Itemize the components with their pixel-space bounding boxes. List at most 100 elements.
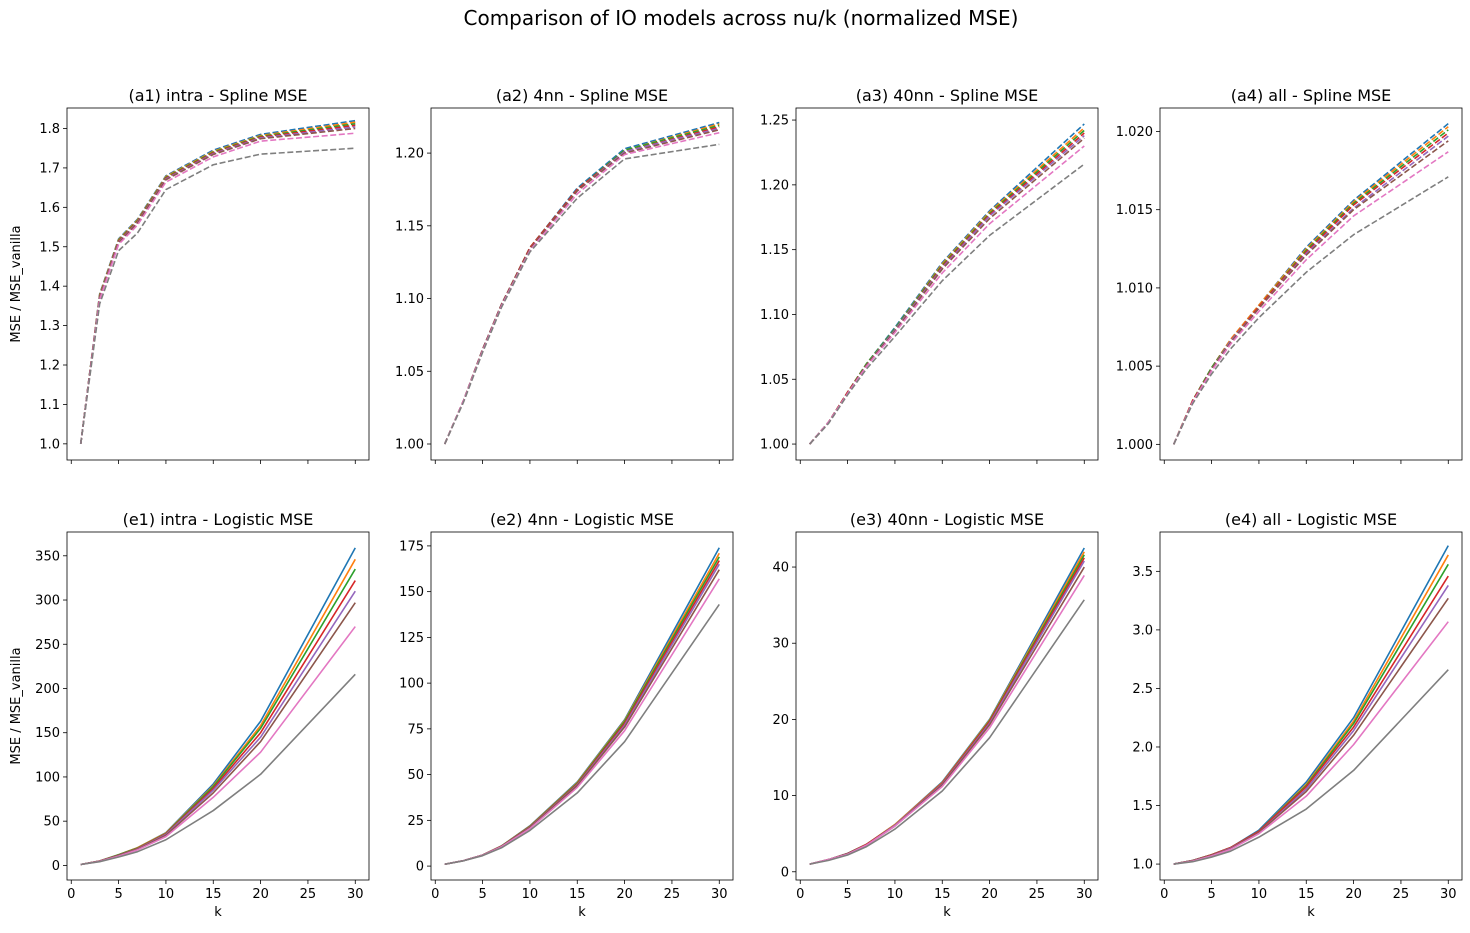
subplot-title: (e1) intra - Logistic MSE <box>123 510 314 529</box>
x-tick-label: 5 <box>114 887 122 902</box>
x-tick-label: 30 <box>711 887 728 902</box>
x-tick-label: 20 <box>252 887 269 902</box>
y-tick-label: 30 <box>772 637 789 652</box>
series-line-s7 <box>809 145 1085 445</box>
x-tick-label: 30 <box>1440 887 1457 902</box>
series-line-s6 <box>1173 597 1449 865</box>
subplot-title: (e2) 4nn - Logistic MSE <box>490 510 674 529</box>
y-tick-label: 20 <box>772 713 789 728</box>
series-group <box>80 547 356 866</box>
axes-frame <box>795 107 1099 461</box>
subplot-title: (e4) all - Logistic MSE <box>1225 510 1397 529</box>
x-tick-label: 15 <box>934 887 951 902</box>
series-line-s1 <box>809 547 1085 865</box>
x-axis-label: k <box>943 905 951 920</box>
y-tick-label: 1.010 <box>1116 281 1153 296</box>
x-tick-label: 30 <box>347 887 364 902</box>
x-tick-label: 25 <box>300 887 317 902</box>
series-line-s1 <box>444 547 720 866</box>
series-line-s3 <box>444 556 720 866</box>
y-tick-label: 1.15 <box>760 243 789 258</box>
series-line-s5 <box>1172 135 1449 445</box>
y-tick-label: 1.05 <box>395 365 424 380</box>
x-tick-label: 0 <box>67 887 75 902</box>
y-tick-label: 2.5 <box>1132 682 1153 697</box>
y-tick-label: 1.0 <box>1132 858 1153 873</box>
series-line-s2 <box>80 558 356 866</box>
series-line-s2 <box>79 121 356 444</box>
y-axis-label: MSE / MSE_vanilla <box>9 647 24 764</box>
y-tick-label: 10 <box>772 789 789 804</box>
series-group <box>809 547 1085 865</box>
y-tick-label: 175 <box>399 539 424 554</box>
series-line-s4 <box>444 560 720 866</box>
subplot-title: (a2) 4nn - Spline MSE <box>496 86 668 105</box>
series-group <box>79 119 356 444</box>
x-tick-label: 30 <box>1076 887 1093 902</box>
axes-frame <box>1159 531 1463 881</box>
series-line-s5 <box>809 560 1085 865</box>
axes-frame <box>66 107 370 461</box>
y-tick-label: 200 <box>35 682 60 697</box>
y-tick-label: 2.0 <box>1132 740 1153 755</box>
series-line-s2 <box>809 127 1085 445</box>
x-tick-label: 0 <box>796 887 804 902</box>
series-line-s2 <box>809 551 1085 865</box>
y-tick-label: 100 <box>35 770 60 785</box>
series-group <box>443 121 720 445</box>
series-line-s8 <box>79 147 356 444</box>
subplot-8: 0 5 10 15 20 25 30 1.0 1.5 2.0 2.5 3.0 3.5 (e4) all -… <box>1132 510 1463 920</box>
series-line-s3 <box>1172 129 1449 445</box>
series-line-s2 <box>443 123 720 445</box>
series-line-s4 <box>79 124 356 444</box>
y-axis-label: MSE / MSE_vanilla <box>9 225 24 342</box>
x-axis-label: k <box>1307 905 1315 920</box>
subplot-title: (a3) 40nn - Spline MSE <box>856 86 1038 105</box>
y-tick-label: 250 <box>35 638 60 653</box>
series-line-s4 <box>443 126 720 445</box>
axes-frame <box>430 531 734 881</box>
y-tick-label: 150 <box>35 726 60 741</box>
axes-frame <box>66 531 370 881</box>
y-tick-label: 1.000 <box>1116 438 1153 453</box>
series-line-s6 <box>443 129 720 445</box>
y-tick-label: 1.5 <box>1132 799 1153 814</box>
series-line-s8 <box>1173 669 1449 865</box>
series-line-s8 <box>809 599 1085 865</box>
x-tick-label: 20 <box>981 887 998 902</box>
y-tick-label: 1.020 <box>1116 125 1153 140</box>
y-tick-label: 3.0 <box>1132 623 1153 638</box>
y-tick-label: 1.005 <box>1116 360 1153 375</box>
y-tick-label: 1.20 <box>395 147 424 162</box>
series-line-s8 <box>809 163 1085 445</box>
y-tick-label: 1.8 <box>39 122 60 137</box>
series-line-s7 <box>79 132 356 444</box>
y-tick-label: 1.20 <box>760 178 789 193</box>
y-tick-label: 50 <box>43 815 60 830</box>
x-axis-label: k <box>214 905 222 920</box>
y-tick-label: 1.2 <box>39 359 60 374</box>
subplot-grid: 1.0 1.1 1.2 1.3 1.4 1.5 1.6 1.7 1.8 (a1) intra - … <box>9 86 1463 920</box>
series-line-s1 <box>1173 545 1449 865</box>
x-tick-label: 5 <box>843 887 851 902</box>
y-tick-label: 1.5 <box>39 240 60 255</box>
series-group <box>1172 123 1449 445</box>
series-line-s3 <box>443 124 720 445</box>
y-tick-label: 40 <box>772 561 789 576</box>
y-tick-label: 1.10 <box>395 292 424 307</box>
y-tick-label: 1.4 <box>39 280 60 295</box>
subplot-title: (a1) intra - Spline MSE <box>128 86 307 105</box>
series-line-s7 <box>809 574 1085 865</box>
x-tick-label: 0 <box>1160 887 1168 902</box>
x-tick-label: 25 <box>1029 887 1046 902</box>
series-group <box>1173 545 1449 865</box>
x-tick-label: 5 <box>478 887 486 902</box>
subplot-title: (a4) all - Spline MSE <box>1231 86 1392 105</box>
x-tick-label: 15 <box>569 887 586 902</box>
y-tick-label: 1.00 <box>760 438 789 453</box>
series-line-s4 <box>809 557 1085 865</box>
series-line-s8 <box>1173 176 1449 445</box>
x-tick-label: 25 <box>664 887 681 902</box>
